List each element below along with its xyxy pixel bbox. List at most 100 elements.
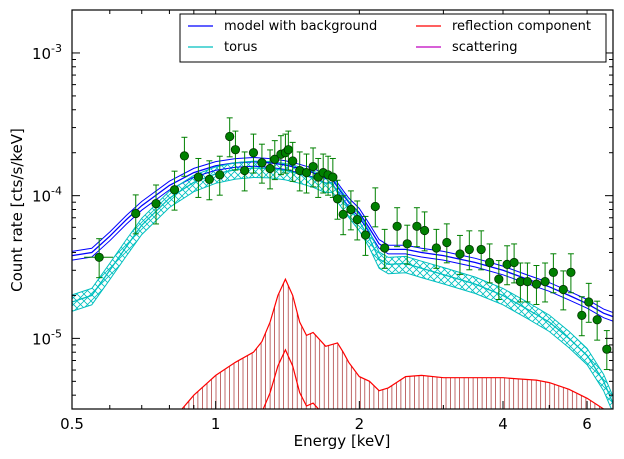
- data-marker: [360, 230, 371, 240]
- data-point: [402, 224, 412, 265]
- data-point: [265, 149, 275, 190]
- data-marker: [193, 172, 203, 182]
- data-marker: [522, 276, 533, 287]
- data-point: [412, 207, 422, 248]
- data-marker: [240, 165, 250, 176]
- data-point: [419, 211, 430, 252]
- data-point: [295, 151, 305, 192]
- data-point: [558, 270, 568, 311]
- legend: model with background reflection componen…: [179, 13, 607, 63]
- data-marker: [431, 243, 441, 253]
- data-point: [230, 130, 241, 171]
- data-point: [215, 155, 225, 196]
- data-marker: [94, 252, 104, 262]
- data-point: [204, 160, 214, 201]
- x-axis-label: Energy [keV]: [294, 432, 391, 450]
- legend-entry: scattering: [416, 40, 518, 55]
- data-marker: [270, 154, 280, 164]
- data-marker: [308, 161, 318, 172]
- data-marker: [169, 185, 180, 195]
- data-marker: [380, 243, 390, 253]
- data-point: [431, 228, 441, 269]
- data-point: [240, 151, 250, 192]
- data-point: [370, 187, 380, 228]
- x-tick-label: 0.5: [60, 415, 84, 433]
- data-marker: [540, 276, 550, 287]
- data-point: [288, 141, 298, 182]
- data-point: [531, 265, 542, 305]
- data-marker: [179, 151, 190, 161]
- legend-label: reflection component: [452, 19, 591, 34]
- reflection-hatch: [184, 283, 600, 409]
- model-band: [72, 158, 613, 322]
- data-point: [328, 157, 338, 198]
- data-marker: [225, 131, 235, 142]
- data-point: [592, 300, 602, 341]
- data-marker: [338, 209, 348, 219]
- data-marker: [531, 279, 542, 289]
- x-tick-label: 1: [211, 415, 221, 433]
- data-point: [392, 207, 402, 248]
- legend-label: scattering: [452, 40, 518, 55]
- legend-entry: reflection component: [416, 19, 591, 34]
- data-marker: [131, 208, 141, 219]
- data-marker: [352, 214, 362, 225]
- data-point: [577, 296, 587, 337]
- data-point: [502, 245, 512, 286]
- data-marker: [257, 158, 267, 168]
- data-marker: [412, 221, 422, 231]
- data-marker: [455, 249, 465, 259]
- data-marker: [494, 274, 504, 284]
- data-marker: [577, 310, 587, 320]
- legend-entry: torus: [188, 40, 258, 55]
- data-point: [352, 200, 362, 241]
- data-marker: [248, 148, 259, 158]
- data-point: [179, 136, 190, 177]
- reflection-line: [181, 277, 604, 409]
- data-point: [248, 133, 259, 174]
- data-marker: [301, 168, 312, 178]
- legend-label: torus: [224, 40, 258, 55]
- y-tick-label: 10-3: [32, 42, 62, 63]
- data-point: [131, 194, 141, 235]
- data-point: [584, 282, 594, 323]
- data-marker: [328, 172, 338, 182]
- y-axis-label: Count rate [cts/s/keV]: [8, 128, 26, 292]
- data-point: [283, 130, 293, 171]
- data-point: [193, 157, 203, 198]
- data-marker: [332, 194, 343, 204]
- data-marker: [584, 297, 594, 307]
- data-marker: [485, 257, 495, 268]
- data-point: [332, 179, 343, 220]
- data-point: [257, 143, 267, 184]
- data-marker: [592, 315, 602, 325]
- data-point: [346, 190, 356, 231]
- data-marker: [151, 198, 161, 209]
- data-marker: [509, 257, 519, 268]
- data-point: [301, 153, 312, 194]
- x-axis-ticks: 0.5 1 2 4 6: [60, 10, 592, 433]
- data-point: [548, 253, 558, 294]
- data-point: [540, 262, 550, 303]
- data-marker: [464, 244, 474, 255]
- y-tick-label: 10-4: [32, 185, 62, 206]
- data-marker: [370, 201, 380, 212]
- y-axis-ticks: 10-5 10-4 10-3: [32, 9, 613, 396]
- data-marker: [346, 204, 356, 215]
- data-marker: [602, 344, 612, 354]
- data-point: [380, 228, 390, 269]
- x-tick-label: 6: [582, 415, 592, 433]
- data-marker: [204, 174, 214, 185]
- data-points: [84, 117, 612, 371]
- legend-label: model with background: [224, 19, 377, 34]
- data-point: [485, 243, 495, 284]
- data-point: [169, 170, 180, 211]
- data-marker: [476, 244, 486, 255]
- data-point: [225, 117, 235, 158]
- data-marker: [566, 267, 576, 277]
- data-point: [360, 215, 371, 256]
- data-point: [515, 262, 526, 303]
- data-point: [455, 234, 465, 275]
- data-point: [602, 330, 612, 371]
